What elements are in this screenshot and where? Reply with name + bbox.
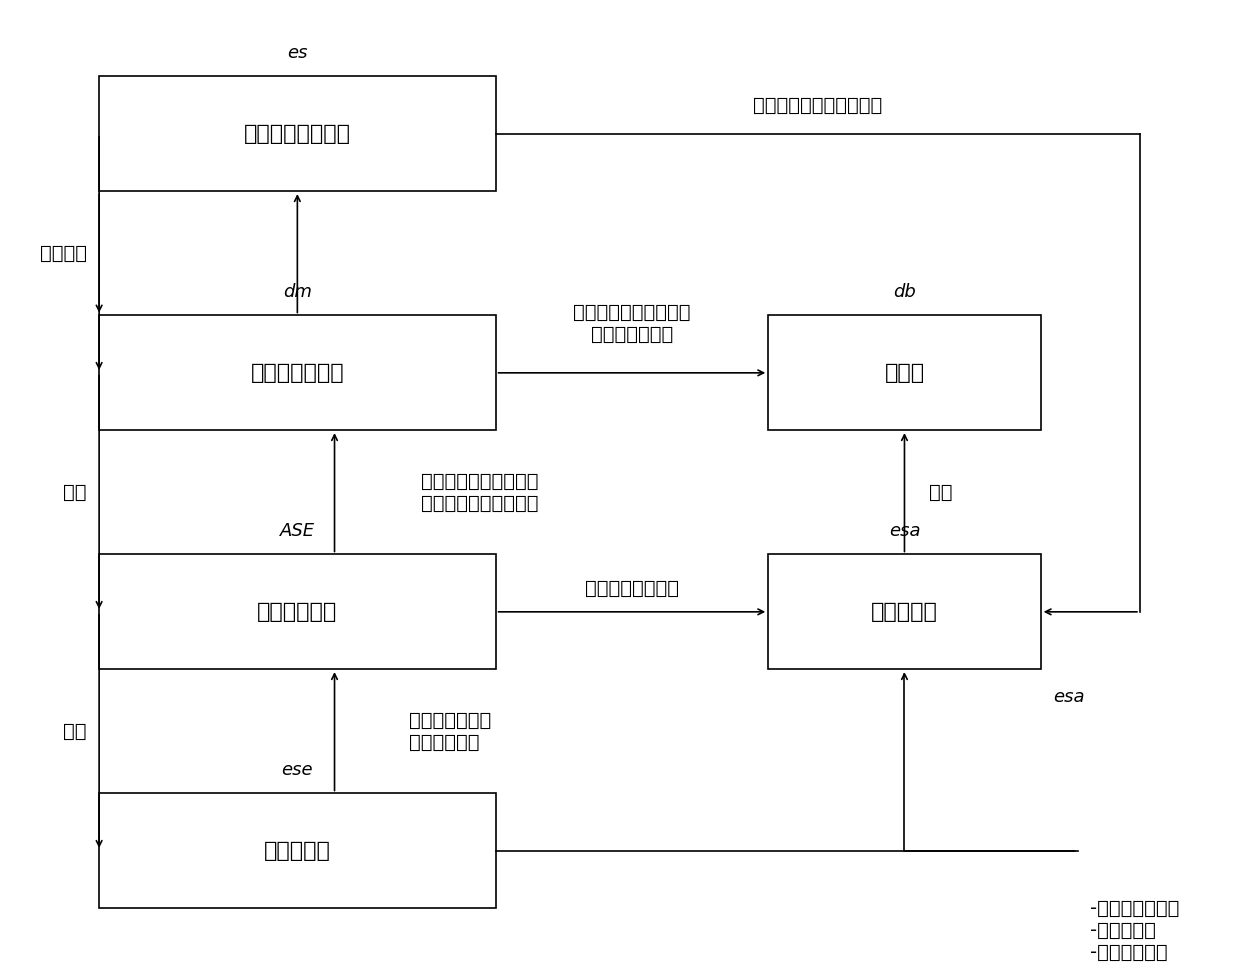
FancyBboxPatch shape: [99, 316, 496, 431]
Text: ese: ese: [281, 761, 313, 779]
Text: 获取外部存储数
据的字段信息: 获取外部存储数 据的字段信息: [409, 711, 491, 752]
FancyBboxPatch shape: [99, 77, 496, 191]
Text: 管理外部存储数据的字段: 管理外部存储数据的字段: [753, 95, 882, 115]
Text: 外部存储区: 外部存储区: [871, 602, 938, 621]
Text: 数据库: 数据库: [885, 363, 924, 383]
Text: 写入被修改的不含外部
存储数据的记录: 写入被修改的不含外部 存储数据的记录: [574, 303, 690, 344]
Text: 写入外部存储数据: 写入外部存储数据: [585, 579, 679, 597]
Text: dm: dm: [282, 283, 312, 301]
Text: 扩展服务器: 扩展服务器: [264, 841, 331, 861]
Text: esa: esa: [1053, 689, 1084, 706]
Text: 粘贴: 粘贴: [929, 483, 953, 502]
Text: 获取从记录中移出的外
部存储数据的字段信息: 获取从记录中移出的外 部存储数据的字段信息: [421, 471, 539, 513]
Text: -建立外部存储区
-建立子目录
-指定存储位置: -建立外部存储区 -建立子目录 -指定存储位置: [1090, 899, 1180, 961]
Text: ASE: ASE: [280, 522, 315, 541]
Text: 外部存储管理系统: 外部存储管理系统: [244, 124, 351, 144]
Text: db: db: [893, 283, 916, 301]
Text: 数据库管理系统: 数据库管理系统: [250, 363, 344, 383]
Text: es: es: [287, 44, 307, 62]
FancyBboxPatch shape: [768, 316, 1041, 431]
FancyBboxPatch shape: [768, 554, 1041, 669]
Text: 应用程序接口: 应用程序接口: [258, 602, 337, 621]
FancyBboxPatch shape: [99, 794, 496, 908]
FancyBboxPatch shape: [99, 554, 496, 669]
Text: 请求: 请求: [63, 722, 87, 741]
Text: 提交记录: 提交记录: [40, 244, 87, 263]
Text: 调用: 调用: [63, 483, 87, 502]
Text: esa: esa: [888, 522, 921, 541]
